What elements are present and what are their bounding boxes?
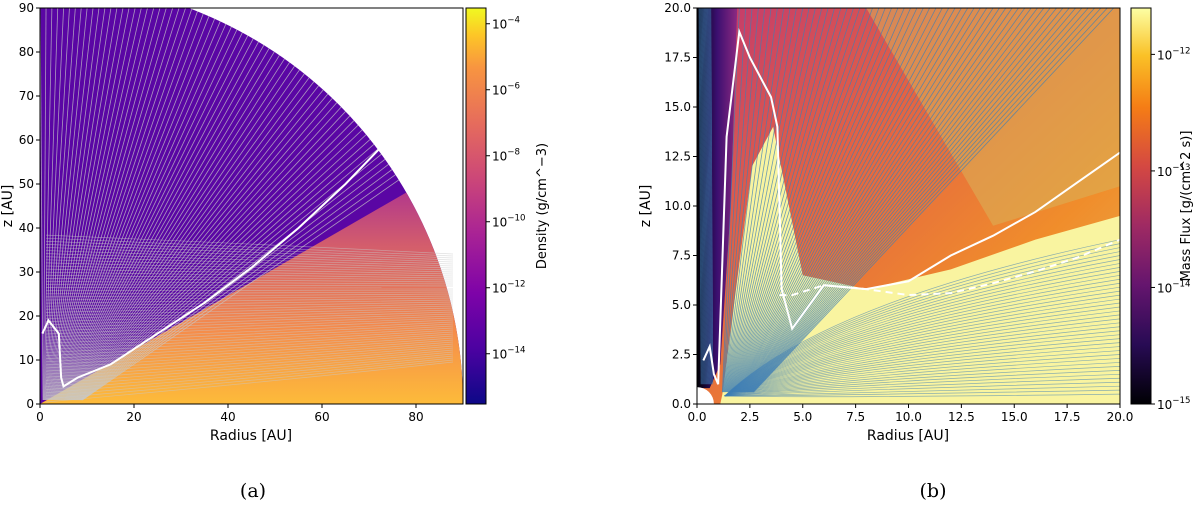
panel-b-colorbar-label: Mass Flux [g/(cm^2 s)] [1179,131,1194,282]
y-tick-label: 5.0 [672,298,691,312]
panel-a-y-ticks: 0 10 20 30 40 50 60 70 80 90 [19,1,40,411]
x-tick-label: 20 [126,410,141,424]
y-tick-label: 10 [19,353,34,367]
colorbar-tick-label: 10−15 [1157,396,1190,412]
panel-a-colorbar-ticks: 10−4 10−6 10−8 10−10 10−12 10−14 [486,16,525,362]
x-tick-label: 0 [36,410,44,424]
panel-a-plot-area [40,0,463,404]
y-tick-label: 60 [19,133,34,147]
panel-a-colorbar-label: Density (g/cm^−3) [535,143,550,269]
panel-a-xlabel: Radius [AU] [210,428,292,444]
panel-b-plot-area [697,8,1120,404]
x-tick-label: 20.0 [1107,410,1134,424]
y-tick-label: 80 [19,45,34,59]
y-tick-label: 7.5 [672,249,691,263]
y-tick-label: 20 [19,309,34,323]
colorbar-tick-label: 10−8 [492,148,520,164]
y-tick-label: 70 [19,89,34,103]
colorbar-tick-label: 10−4 [492,16,520,32]
y-tick-label: 30 [19,265,34,279]
panel-b-y-ticks: 0.0 2.5 5.0 7.5 10.0 12.5 15.0 17.5 20.0 [664,1,697,411]
panel-a-caption: (a) [240,480,266,502]
y-tick-label: 90 [19,1,34,15]
colorbar-tick-label: 10−6 [492,82,520,98]
panel-a: 0 20 40 60 80 0 10 20 30 40 50 60 70 80 90 Radius [AU… [0,0,550,444]
y-tick-label: 17.5 [664,51,691,65]
y-tick-label: 0.0 [672,397,691,411]
y-tick-label: 12.5 [664,150,691,164]
panel-a-colorbar [466,8,486,404]
x-tick-label: 0.0 [687,410,706,424]
x-tick-label: 2.5 [740,410,759,424]
y-tick-label: 2.5 [672,348,691,362]
x-tick-label: 40 [220,410,235,424]
panel-b-caption: (b) [920,480,947,502]
x-tick-label: 15.0 [1001,410,1028,424]
y-tick-label: 10.0 [664,199,691,213]
y-tick-label: 15.0 [664,100,691,114]
y-tick-label: 50 [19,177,34,191]
panel-b-colorbar [1131,8,1151,404]
colorbar-tick-label: 10−10 [492,214,525,230]
colorbar-tick-label: 10−12 [492,280,525,296]
x-tick-label: 80 [408,410,423,424]
x-tick-label: 10.0 [895,410,922,424]
x-tick-label: 60 [314,410,329,424]
y-tick-label: 40 [19,221,34,235]
y-tick-label: 20.0 [664,1,691,15]
panel-b-ylabel: z [AU] [638,185,654,228]
panel-b-x-ticks: 0.0 2.5 5.0 7.5 10.0 12.5 15.0 17.5 20.0 [687,404,1133,424]
x-tick-label: 17.5 [1054,410,1081,424]
panel-a-ylabel: z [AU] [0,185,16,228]
x-tick-label: 7.5 [846,410,865,424]
panel-b-xlabel: Radius [AU] [867,428,949,444]
panel-a-x-ticks: 0 20 40 60 80 [36,404,423,424]
panel-b: 0.0 2.5 5.0 7.5 10.0 12.5 15.0 17.5 20.0 0.0 2.5 5… [638,1,1194,444]
x-tick-label: 5.0 [793,410,812,424]
colorbar-tick-label: 10−12 [1157,46,1190,62]
y-tick-label: 0 [26,397,34,411]
x-tick-label: 12.5 [948,410,975,424]
colorbar-tick-label: 10−14 [492,346,525,362]
